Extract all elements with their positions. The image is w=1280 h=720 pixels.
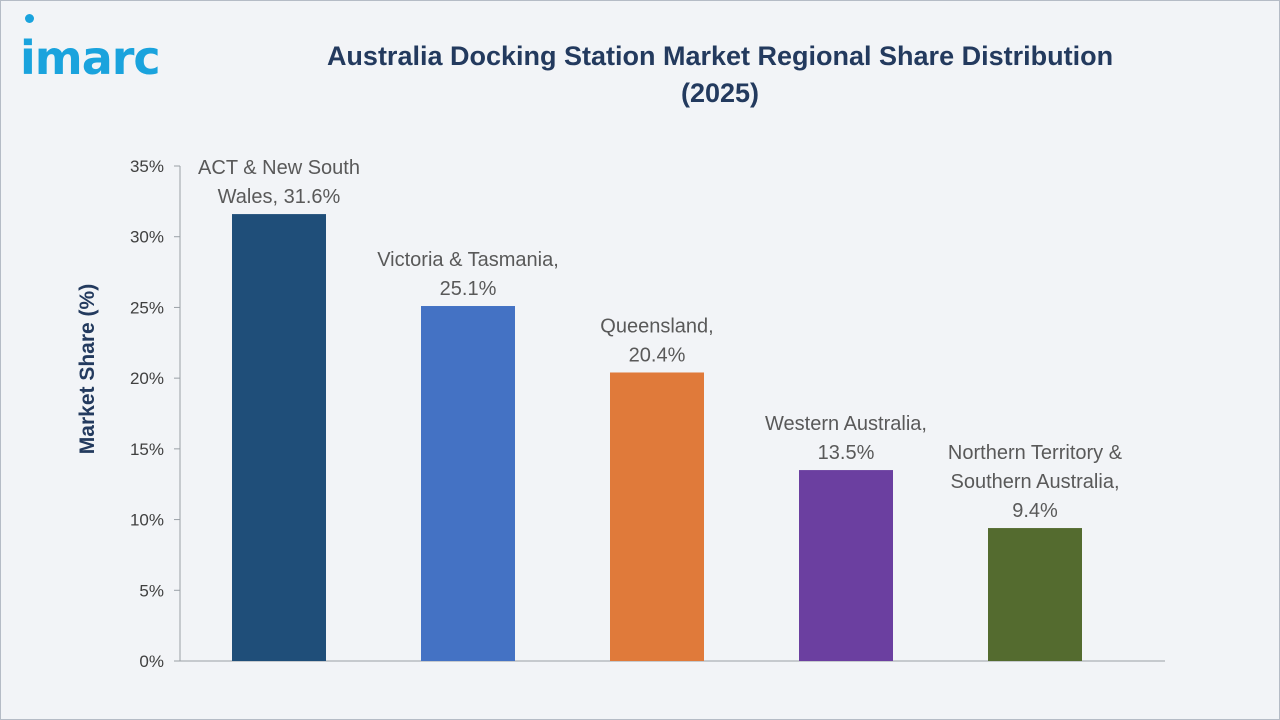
- y-tick-label: 35%: [130, 157, 164, 176]
- y-tick-label: 20%: [130, 369, 164, 388]
- y-tick-label: 30%: [130, 228, 164, 247]
- chart-title-line2: (2025): [680, 78, 760, 108]
- bar-3: [610, 372, 704, 661]
- bar-1: [232, 214, 326, 662]
- data-label: 9.4%: [1012, 500, 1058, 522]
- y-tick-label: 0%: [139, 652, 164, 671]
- y-tick-label: 15%: [130, 440, 164, 459]
- data-label: Northern Territory &: [948, 442, 1123, 464]
- data-label: ACT & New South: [198, 157, 360, 179]
- bar-5: [988, 528, 1082, 661]
- imarc-logo: imarc: [20, 14, 161, 88]
- chart-title-line1: Australia Docking Station Market Regiona…: [326, 41, 1114, 71]
- data-label: Victoria & Tasmania,: [377, 249, 559, 271]
- bar-2: [421, 306, 515, 661]
- data-label: Wales, 31.6%: [218, 186, 341, 208]
- y-tick-label: 10%: [130, 511, 164, 530]
- y-tick-label: 5%: [139, 581, 164, 600]
- logo-text: imarc: [20, 31, 161, 85]
- data-label: 20.4%: [629, 344, 686, 366]
- data-label: Western Australia,: [765, 413, 927, 435]
- data-label: 13.5%: [818, 442, 875, 464]
- logo-dot: [25, 14, 34, 23]
- y-tick-label: 25%: [130, 298, 164, 317]
- data-label: 25.1%: [440, 278, 497, 300]
- data-label: Queensland,: [600, 315, 713, 337]
- chart-title: Australia Docking Station Market Regiona…: [250, 38, 1190, 112]
- bar-4: [799, 470, 893, 661]
- data-label: Southern Australia,: [951, 471, 1120, 493]
